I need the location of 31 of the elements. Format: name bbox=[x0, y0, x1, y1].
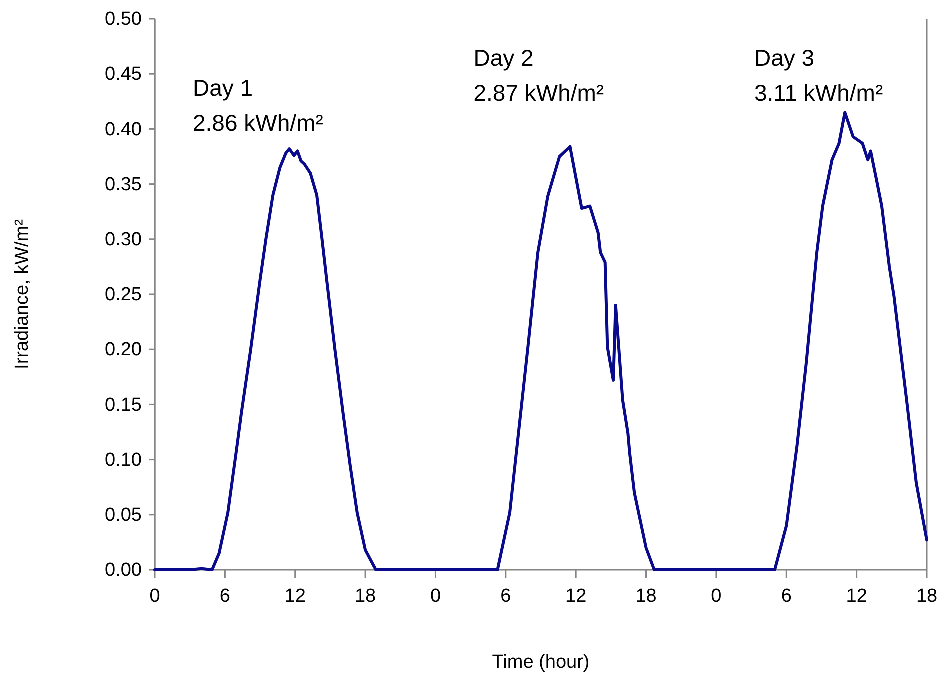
x-tick-label: 18 bbox=[354, 586, 376, 607]
x-tick-label: 12 bbox=[566, 586, 587, 607]
x-tick-label: 6 bbox=[500, 586, 512, 607]
y-tick-label: 0.45 bbox=[105, 64, 142, 86]
annotation: 3.11 kWh/m² bbox=[754, 80, 884, 106]
y-tick-label: 0.35 bbox=[105, 174, 142, 196]
x-tick-label: 6 bbox=[781, 586, 792, 607]
x-tick-label: 18 bbox=[916, 586, 938, 607]
x-tick-label: 18 bbox=[636, 586, 657, 607]
annotation: Day 2 bbox=[474, 45, 534, 71]
x-tick-label: 6 bbox=[220, 586, 230, 607]
annotation: 2.87 kWh/m² bbox=[474, 80, 604, 106]
y-tick-label: 0.50 bbox=[105, 9, 142, 30]
y-tick-label: 0.25 bbox=[105, 284, 142, 306]
y-tick-label: 0.10 bbox=[105, 450, 142, 471]
x-tick-label: 12 bbox=[284, 586, 306, 607]
y-tick-label: 0.05 bbox=[105, 504, 142, 526]
y-tick-label: 0.15 bbox=[105, 394, 142, 416]
x-tick-label: 12 bbox=[846, 586, 868, 607]
y-tick-label: 0.40 bbox=[105, 119, 142, 140]
y-tick-label: 0.30 bbox=[105, 229, 142, 250]
y-tick-label: 0.20 bbox=[105, 340, 142, 361]
y-tick-label: 0.00 bbox=[105, 560, 142, 582]
annotation: 2.86 kWh/m² bbox=[193, 110, 324, 136]
x-tick-label: 0 bbox=[430, 586, 442, 607]
annotation: Day 3 bbox=[754, 45, 815, 71]
x-axis-title: Time (hour) bbox=[492, 652, 590, 673]
annotation: Day 1 bbox=[193, 75, 254, 101]
y-axis-title: Irradiance, kW/m² bbox=[12, 220, 33, 370]
x-tick-label: 0 bbox=[711, 586, 722, 607]
x-tick-label: 0 bbox=[150, 586, 160, 607]
